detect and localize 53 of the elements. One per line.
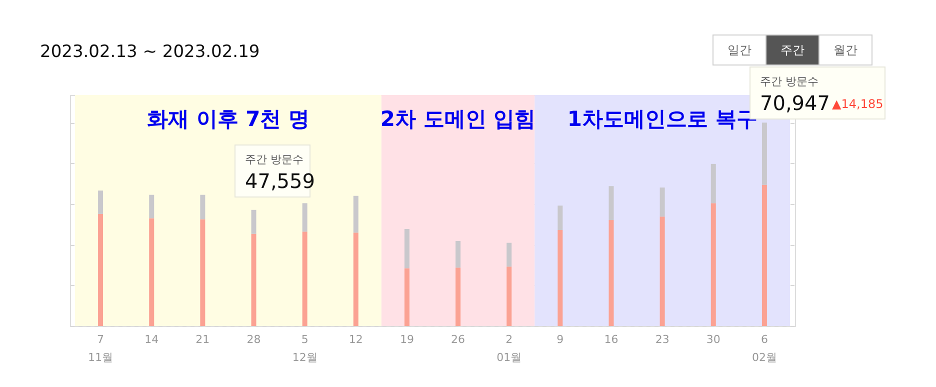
x-tick-label: 30 <box>706 333 720 346</box>
x-tick-label: 21 <box>196 333 210 346</box>
x-tick-label: 23 <box>655 333 670 346</box>
bar <box>251 210 256 234</box>
bar <box>762 122 767 185</box>
x-tick-label: 14 <box>144 333 159 346</box>
bar <box>762 184 767 326</box>
bar <box>302 232 308 326</box>
x-tick-label: 6 02월 <box>752 333 777 364</box>
bar <box>558 206 563 230</box>
bar <box>404 229 410 268</box>
bar <box>98 214 104 326</box>
bar <box>660 216 665 326</box>
x-tick-label: 26 <box>451 333 466 346</box>
band-label: 화재 이후 7천 명 <box>146 107 310 131</box>
text: ▲14,185 <box>832 97 884 111</box>
bar <box>710 203 716 326</box>
bar <box>506 242 512 267</box>
bar <box>660 188 665 217</box>
bar <box>710 164 716 204</box>
x-tick-label: 5 12월 <box>292 333 318 364</box>
annotation: 주간 방문수 <box>245 153 304 166</box>
text: 주간 <box>780 43 804 57</box>
band-label: 2차 도메인 입힘 <box>380 107 536 131</box>
bar <box>558 230 563 326</box>
bar <box>251 234 256 326</box>
bar <box>353 196 358 233</box>
chart-title: 2023.02.13 ~ 2023.02.19 <box>40 42 260 62</box>
bar <box>456 268 461 326</box>
x-tick-label: 19 <box>400 333 414 346</box>
x-tick-label: 9 <box>556 333 564 346</box>
bar <box>200 194 206 220</box>
bar <box>353 232 358 326</box>
bar <box>149 194 154 218</box>
bar <box>404 268 410 326</box>
text: 주간 방문수 <box>760 75 818 88</box>
text: 일간 <box>728 43 752 57</box>
x-tick-label: 28 <box>246 333 261 346</box>
bar <box>200 219 206 326</box>
x-tick-label: 2 01월 <box>496 333 522 364</box>
bar <box>149 218 154 326</box>
x-tick-label: 16 <box>604 333 618 346</box>
bar <box>608 186 614 220</box>
text: 70,947 <box>760 91 830 115</box>
x-tick-label: 7 11월 <box>88 333 114 364</box>
bar <box>98 190 104 214</box>
annotation: 47,559 <box>245 169 315 193</box>
bar <box>608 220 614 326</box>
bar <box>302 203 308 232</box>
bar <box>456 241 461 268</box>
bar <box>506 266 512 326</box>
text: 월간 <box>834 43 858 57</box>
x-tick-label: 12 <box>348 333 363 346</box>
